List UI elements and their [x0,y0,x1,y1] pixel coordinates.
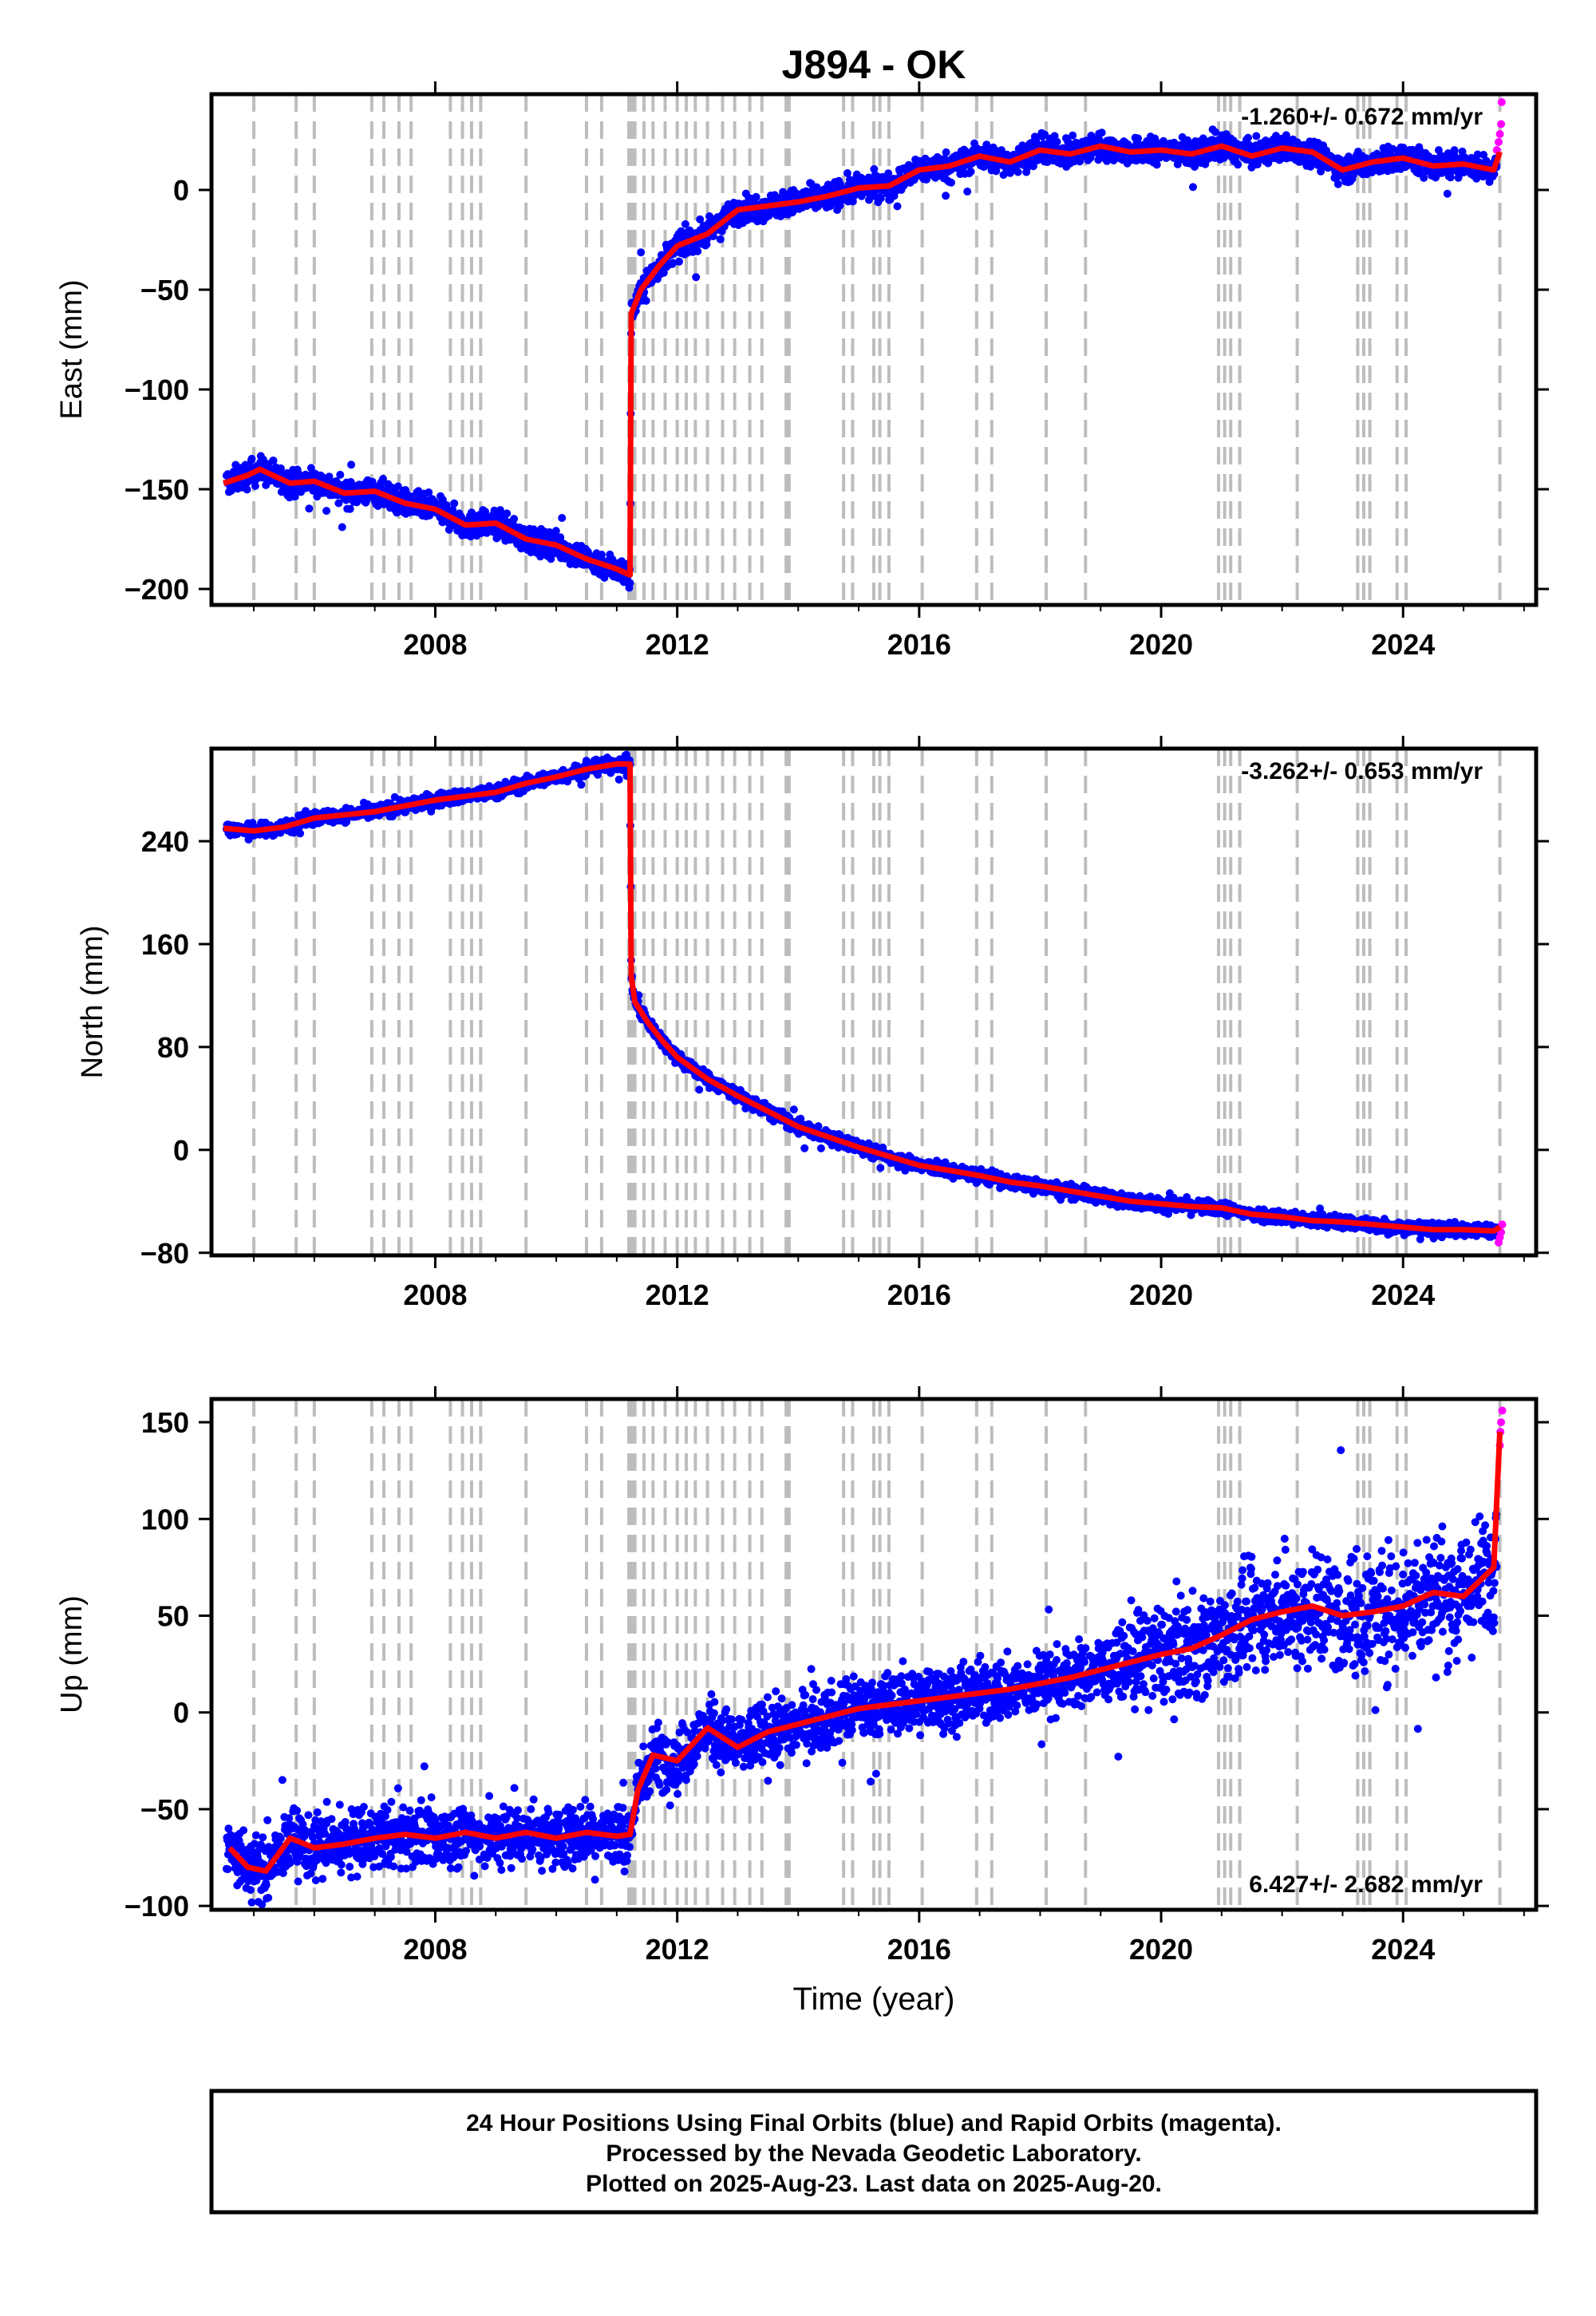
y-tick-label: −150 [124,473,189,506]
final-orbit-points [222,750,1501,1243]
rate-label: -3.262+/- 0.653 mm/yr [1241,758,1483,785]
x-tick-label: 2016 [887,1933,951,1966]
x-tick-label: 2012 [646,1279,709,1311]
x-tick-label: 2008 [403,1933,467,1966]
final-orbit-points [222,1446,1501,1910]
y-tick-label: −50 [140,1793,189,1826]
rapid-orbit-point [1497,98,1506,106]
final-orbit-points [222,125,1501,592]
rapid-orbit-point [1497,120,1506,128]
plot-area [222,1399,1507,1910]
x-tick-label: 2020 [1129,628,1193,661]
rate-label: 6.427+/- 2.682 mm/yr [1249,1871,1483,1898]
x-tick-label: 2012 [646,1933,709,1966]
figure-title: J894 - OK [782,42,966,87]
y-tick-label: −50 [140,274,189,306]
x-tick-label: 2020 [1129,1279,1193,1311]
axes-frame [209,92,1539,607]
rapid-orbit-point [1498,1220,1507,1229]
x-tick-label: 2020 [1129,1933,1193,1966]
x-axis-label: Time (year) [793,1982,955,2017]
y-tick-label: 160 [141,928,189,961]
y-tick-label: 80 [157,1031,189,1064]
y-tick-label: −200 [124,573,189,606]
plot-area [222,749,1507,1255]
rate-label: -1.260+/- 0.672 mm/yr [1241,104,1483,130]
y-tick-label: −80 [140,1237,189,1270]
footer-line-1: 24 Hour Positions Using Final Orbits (bl… [466,2110,1282,2136]
axes-frame [209,1397,1539,1912]
y-axis-label: Up (mm) [55,1595,89,1713]
model-line [223,761,1502,1234]
y-tick-label: 0 [173,1697,189,1729]
x-tick-label: 2024 [1371,628,1435,661]
footer-box [209,2089,1539,2215]
x-tick-label: 2024 [1371,1279,1435,1311]
model-line [227,1432,1503,1874]
y-tick-label: 0 [173,1134,189,1167]
east-panel: 2008 2012 2016 2020 2024 −200 −150 −100 −50 0 East… [55,81,1549,661]
x-tick-label: 2008 [403,1279,467,1311]
y-axis-label: North (mm) [76,925,109,1078]
model-line [223,143,1503,578]
y-tick-label: 100 [141,1503,189,1535]
x-tick-label: 2008 [403,628,467,661]
rapid-orbit-point [1498,1406,1507,1415]
y-tick-label: 150 [141,1406,189,1439]
footer-line-2: Processed by the Nevada Geodetic Laborat… [606,2140,1141,2167]
rapid-orbit-point [1495,138,1503,146]
y-tick-label: −100 [124,1890,189,1923]
x-tick-label: 2024 [1371,1933,1435,1966]
north-panel: 2008 2012 2016 2020 2024 −80 0 80 160 240 North (m… [76,736,1549,1311]
x-tick-label: 2016 [887,1279,951,1311]
axes-frame [209,746,1539,1258]
y-tick-label: −100 [124,373,189,406]
y-tick-label: 240 [141,825,189,858]
footer-line-3: Plotted on 2025-Aug-23. Last data on 202… [586,2171,1162,2197]
rapid-orbit-point [1495,130,1504,138]
y-tick-label: 0 [173,174,189,207]
y-axis-label: East (mm) [55,279,89,419]
rapid-orbit-point [1497,1418,1506,1427]
plot-area [222,94,1506,605]
x-tick-label: 2012 [646,628,709,661]
x-tick-label: 2016 [887,628,951,661]
up-panel: 2008 2012 2016 2020 2024 −100 −50 0 50 100 150 Up (… [55,1386,1549,1966]
y-tick-label: 50 [157,1600,189,1633]
